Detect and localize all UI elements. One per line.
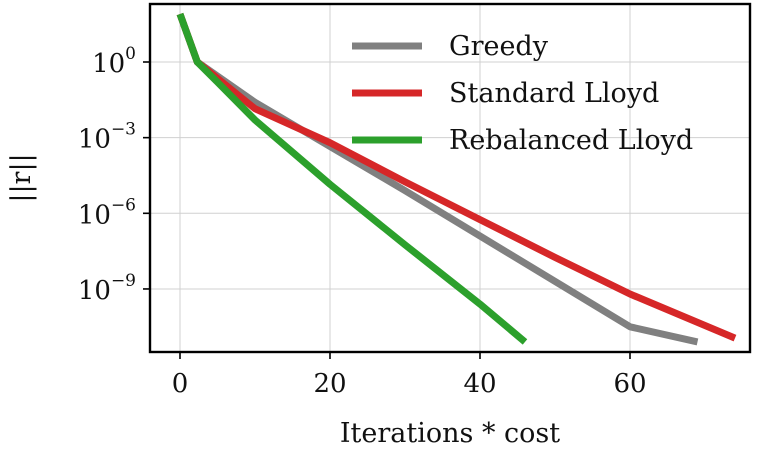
legend-label-standard-lloyd: Standard Lloyd — [449, 78, 659, 109]
series-lines — [176, 12, 737, 346]
grid — [150, 4, 750, 352]
x-tick-label: 40 — [463, 369, 496, 399]
plot-frame — [148, 2, 752, 354]
x-tick-label: 60 — [613, 369, 646, 399]
y-tick-label: 100 — [92, 44, 136, 79]
y-tick-label: 10−3 — [78, 120, 136, 155]
y-tick-label: 10−9 — [78, 271, 136, 306]
legend-label-rebalanced-lloyd: Rebalanced Lloyd — [449, 125, 693, 156]
x-tick-label: 20 — [313, 369, 346, 399]
y-tick-label: 10−6 — [78, 195, 136, 230]
legend-label-greedy: Greedy — [449, 31, 549, 62]
x-axis-label: Iterations * cost — [340, 418, 560, 449]
axis-ticks: 0 20 40 60 100 10−3 10−6 10−9 — [78, 44, 647, 399]
series-line-rebalanced-lloyd — [176, 12, 528, 345]
legend: Greedy Standard Lloyd Rebalanced Lloyd — [352, 31, 693, 156]
x-tick-label: 0 — [172, 369, 189, 399]
y-axis-label: ||r|| — [6, 153, 37, 202]
